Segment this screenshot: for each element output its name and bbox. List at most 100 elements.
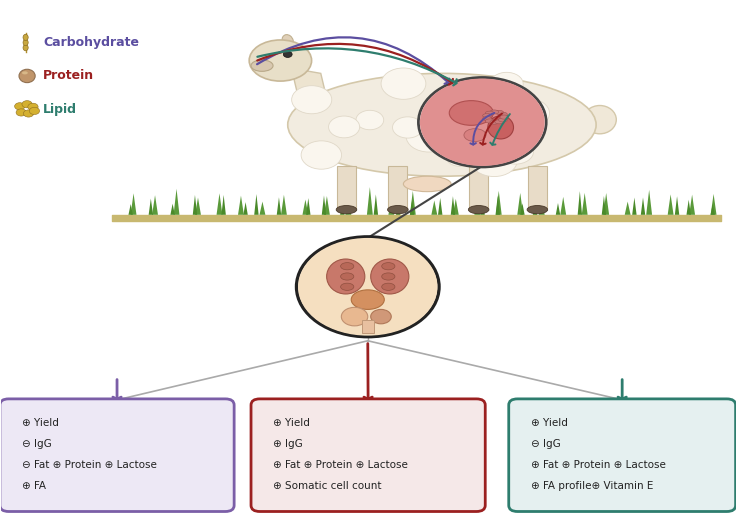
Ellipse shape	[340, 263, 354, 270]
Circle shape	[492, 115, 537, 146]
Ellipse shape	[287, 73, 596, 176]
Ellipse shape	[498, 112, 507, 116]
Ellipse shape	[486, 111, 494, 115]
Polygon shape	[517, 193, 523, 215]
Ellipse shape	[464, 129, 486, 142]
Text: ⊕ FA profile⊕ Vitamin E: ⊕ FA profile⊕ Vitamin E	[531, 481, 653, 491]
Polygon shape	[601, 196, 606, 215]
Circle shape	[467, 114, 506, 141]
Bar	[388, 166, 408, 210]
Ellipse shape	[382, 283, 395, 291]
Text: ⊕ Yield: ⊕ Yield	[273, 418, 310, 428]
Text: ⊕ Yield: ⊕ Yield	[22, 418, 59, 428]
Ellipse shape	[23, 44, 28, 51]
Polygon shape	[496, 191, 502, 215]
Polygon shape	[556, 203, 560, 215]
Polygon shape	[340, 203, 344, 215]
Bar	[337, 166, 356, 210]
Text: Protein: Protein	[43, 69, 94, 82]
Ellipse shape	[403, 176, 451, 192]
Ellipse shape	[500, 115, 509, 119]
Polygon shape	[346, 196, 352, 215]
Polygon shape	[431, 201, 437, 215]
Text: ⊖ IgG: ⊖ IgG	[22, 439, 52, 449]
Polygon shape	[396, 193, 400, 215]
Bar	[362, 320, 374, 333]
Circle shape	[462, 84, 497, 109]
Polygon shape	[640, 197, 645, 215]
Polygon shape	[632, 197, 637, 215]
Circle shape	[478, 88, 514, 113]
Ellipse shape	[488, 116, 514, 139]
Circle shape	[473, 126, 517, 157]
Polygon shape	[243, 202, 248, 215]
Polygon shape	[410, 201, 414, 215]
Ellipse shape	[486, 119, 494, 123]
Polygon shape	[291, 68, 328, 104]
Polygon shape	[451, 196, 455, 215]
Ellipse shape	[527, 206, 548, 214]
Circle shape	[393, 117, 423, 138]
Ellipse shape	[468, 206, 489, 214]
Text: Carbohydrate: Carbohydrate	[43, 36, 139, 49]
Circle shape	[420, 79, 545, 166]
Polygon shape	[254, 194, 259, 215]
Polygon shape	[152, 195, 158, 215]
Circle shape	[497, 89, 525, 110]
Circle shape	[292, 86, 332, 114]
Circle shape	[465, 115, 509, 146]
Circle shape	[381, 68, 426, 99]
Ellipse shape	[498, 118, 507, 122]
Polygon shape	[149, 199, 153, 215]
Circle shape	[22, 101, 32, 108]
Ellipse shape	[23, 39, 28, 45]
Polygon shape	[453, 199, 458, 215]
Ellipse shape	[382, 263, 395, 270]
Ellipse shape	[500, 115, 509, 119]
Ellipse shape	[326, 259, 365, 294]
Ellipse shape	[388, 206, 408, 214]
Polygon shape	[581, 193, 587, 215]
Polygon shape	[374, 194, 378, 215]
Polygon shape	[281, 195, 287, 215]
Polygon shape	[324, 196, 330, 215]
Circle shape	[341, 307, 368, 326]
Polygon shape	[481, 193, 485, 215]
Polygon shape	[221, 195, 226, 215]
Polygon shape	[475, 199, 481, 215]
Text: Lipid: Lipid	[43, 103, 77, 116]
Polygon shape	[625, 202, 631, 215]
Polygon shape	[438, 198, 442, 215]
Polygon shape	[322, 195, 326, 215]
Polygon shape	[388, 198, 394, 215]
Circle shape	[406, 120, 452, 152]
Ellipse shape	[382, 273, 395, 280]
Circle shape	[15, 103, 25, 110]
Polygon shape	[170, 204, 175, 215]
Circle shape	[446, 146, 475, 166]
Text: ⊕ IgG: ⊕ IgG	[273, 439, 303, 449]
Circle shape	[329, 116, 360, 138]
Ellipse shape	[483, 114, 492, 118]
Polygon shape	[195, 197, 201, 215]
FancyBboxPatch shape	[251, 399, 485, 511]
Circle shape	[506, 124, 539, 146]
Circle shape	[283, 51, 292, 57]
Polygon shape	[689, 194, 695, 215]
Ellipse shape	[23, 34, 28, 40]
Ellipse shape	[249, 40, 312, 81]
FancyBboxPatch shape	[509, 399, 736, 511]
Text: ⊕ Yield: ⊕ Yield	[531, 418, 567, 428]
Polygon shape	[193, 195, 198, 215]
Circle shape	[16, 109, 27, 116]
Polygon shape	[367, 187, 373, 215]
Ellipse shape	[282, 35, 293, 48]
Ellipse shape	[495, 120, 503, 124]
Polygon shape	[646, 190, 652, 215]
Polygon shape	[130, 193, 136, 215]
Text: ⊖ IgG: ⊖ IgG	[531, 439, 561, 449]
Ellipse shape	[22, 71, 28, 74]
Polygon shape	[520, 203, 525, 215]
Ellipse shape	[352, 290, 384, 309]
Polygon shape	[533, 197, 537, 215]
